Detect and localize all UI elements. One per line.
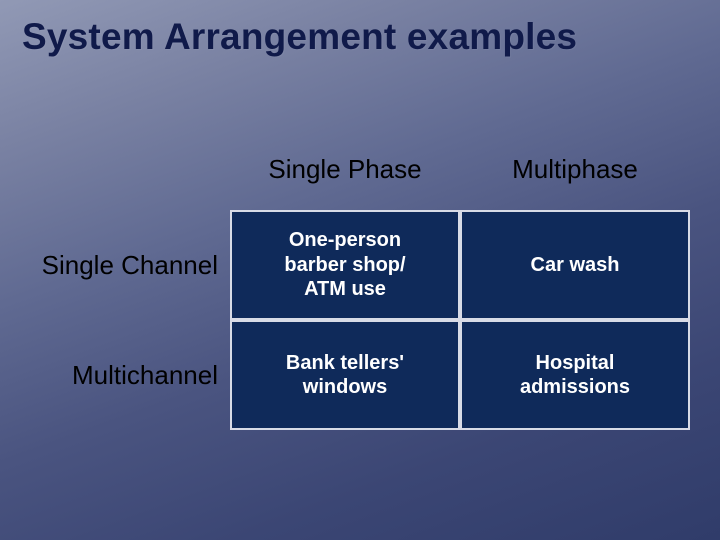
row-header-1: Single Channel [30, 210, 230, 320]
cell-2-2: Hospital admissions [460, 320, 690, 430]
matrix-corner [30, 150, 230, 210]
col-header-1: Single Phase [230, 150, 460, 210]
matrix-grid: Single Phase Multiphase Single Channel O… [30, 150, 690, 430]
cell-2-1: Bank tellers' windows [230, 320, 460, 430]
row-header-2: Multichannel [30, 320, 230, 430]
slide-title: System Arrangement examples [22, 16, 577, 58]
cell-1-2: Car wash [460, 210, 690, 320]
col-header-2: Multiphase [460, 150, 690, 210]
cell-1-1: One-person barber shop/ ATM use [230, 210, 460, 320]
